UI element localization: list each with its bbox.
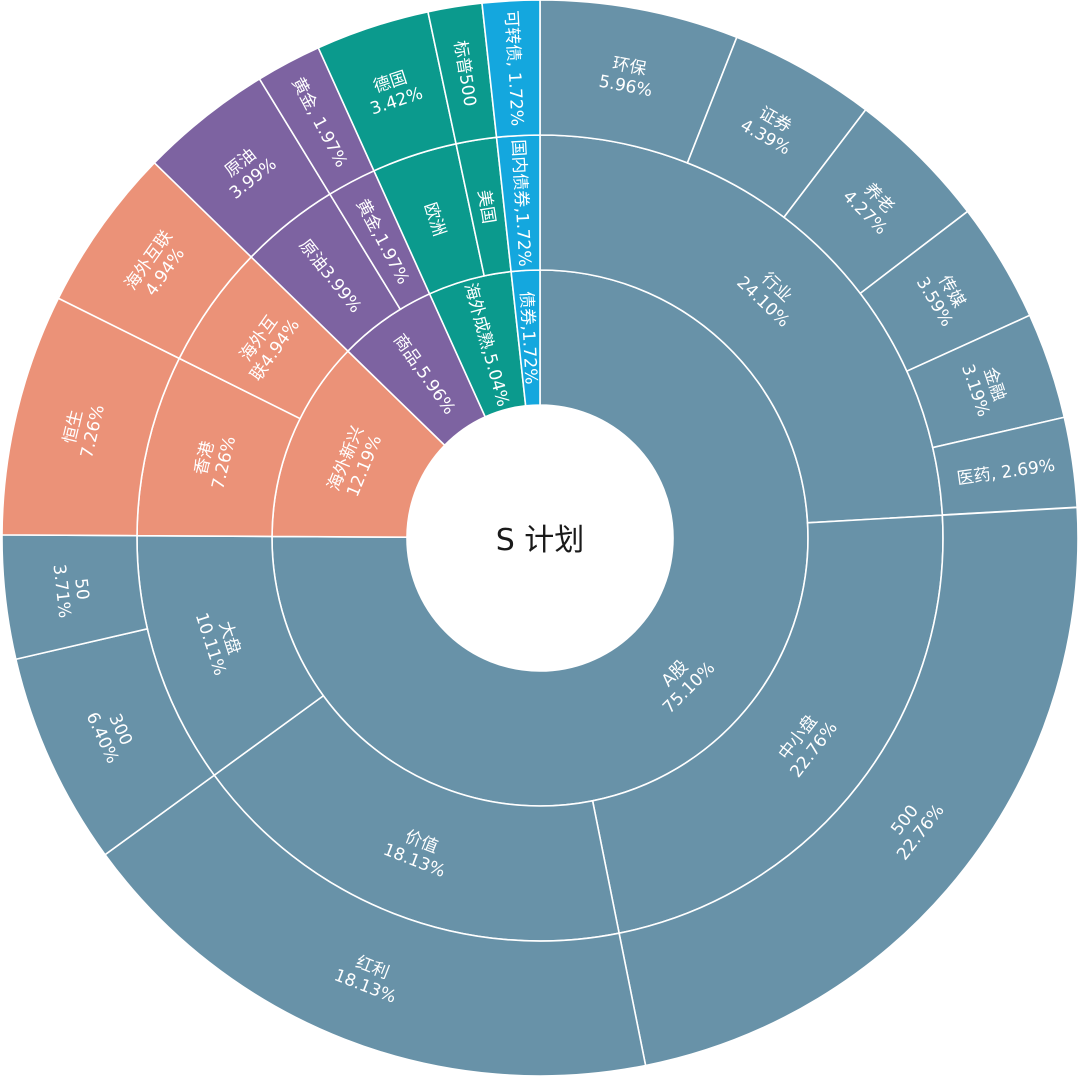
segment-ring3-n4-e59bbde58685e580bae588b80-e58fafe8bdace580ba0 xyxy=(481,0,541,139)
label-ring3-n0-e5a4a7e79b983-501: 503.71% xyxy=(49,561,95,619)
center-hole xyxy=(407,405,673,671)
chart-title: S 计划 xyxy=(496,523,585,558)
segment-ring3-n0-e4b8ade5b08fe79b981-5000 xyxy=(618,506,1079,1067)
